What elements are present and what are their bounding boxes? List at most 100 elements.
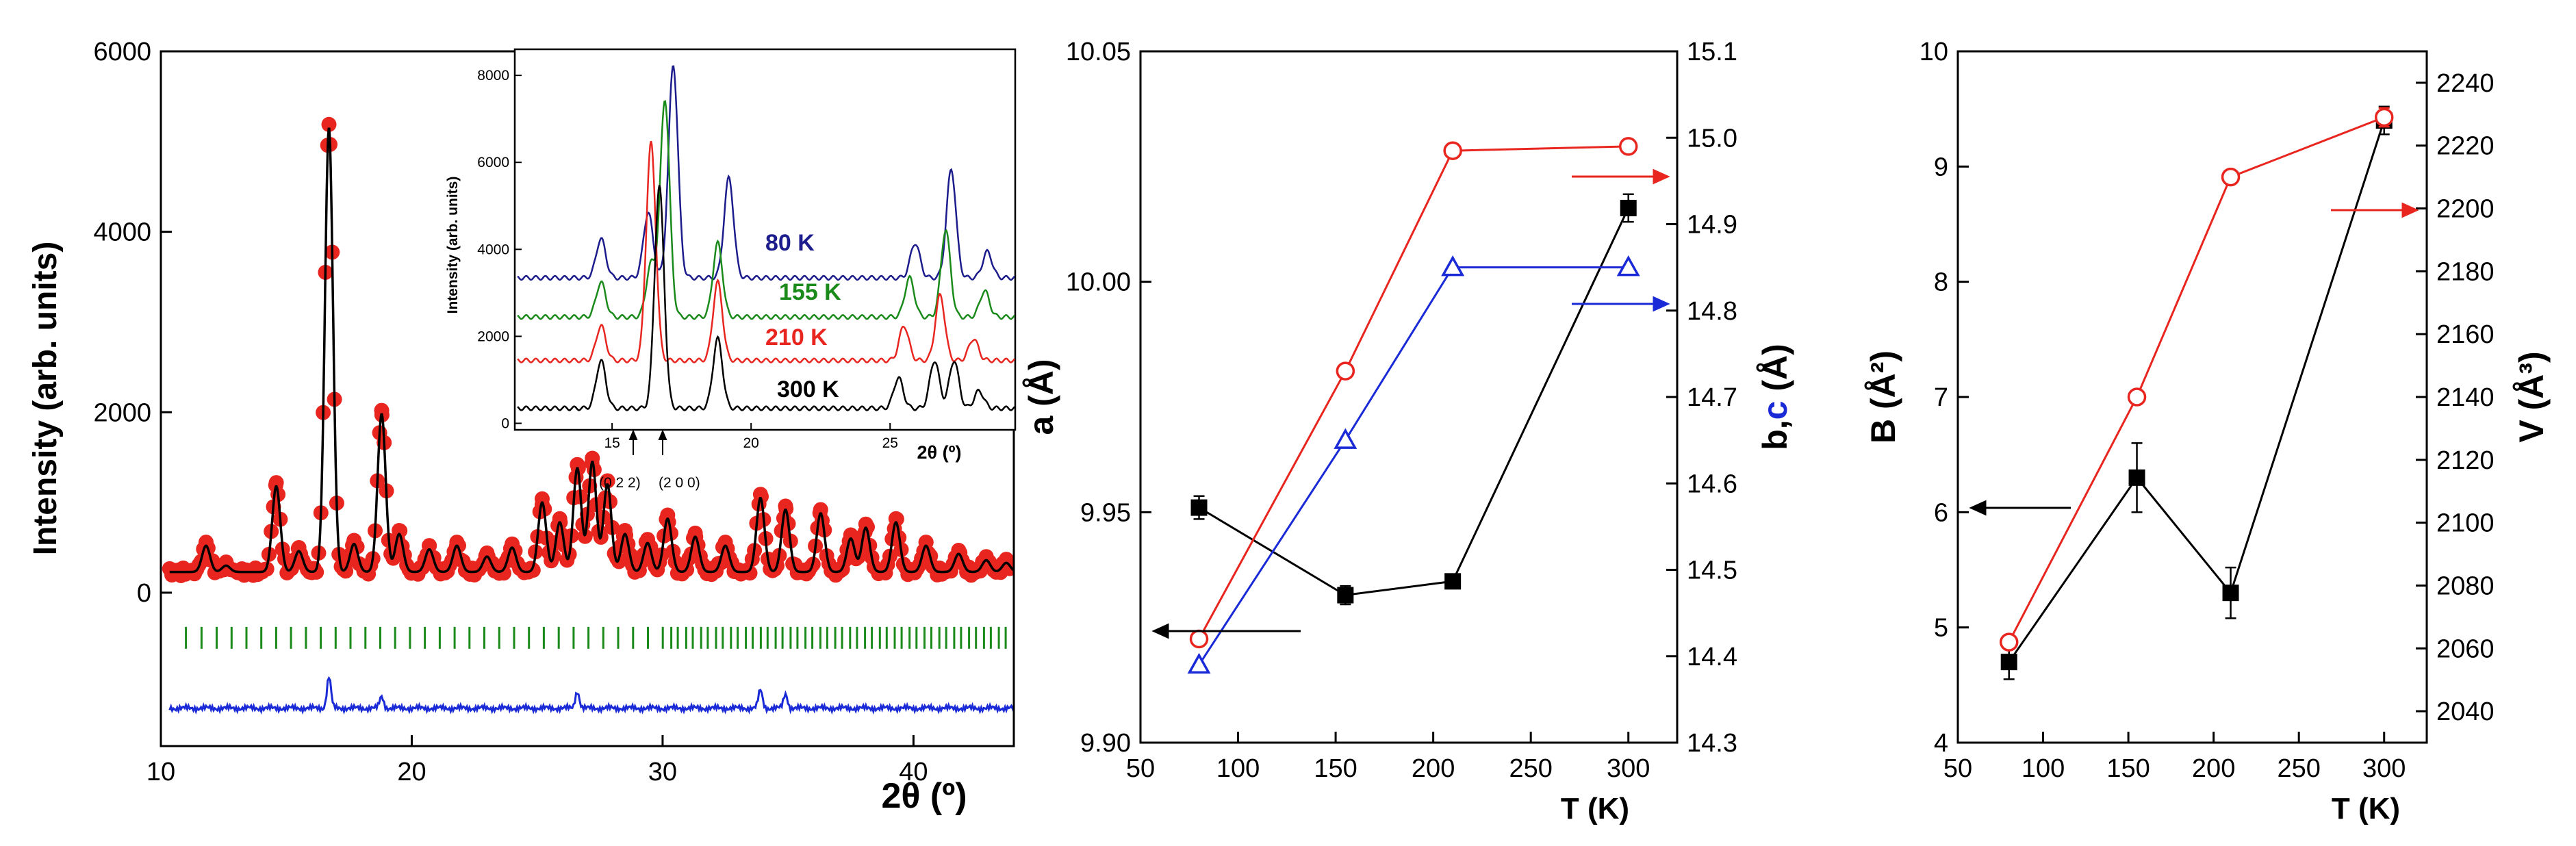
x-tick-label: 200 xyxy=(1412,754,1455,783)
axis-arrow-B xyxy=(1969,500,2071,516)
series-line-V xyxy=(2008,116,2385,643)
observed-peak-point xyxy=(392,523,407,538)
left-tick-label: 7 xyxy=(1934,383,1948,412)
marker-triangle-c xyxy=(1334,428,1357,449)
thermal-left-label: B (Å²) xyxy=(1864,350,1902,444)
marker-square-B xyxy=(2222,585,2239,602)
x-tick-label: 150 xyxy=(2106,754,2150,783)
observed-peak-point xyxy=(291,540,307,555)
right-tick-label: 2220 xyxy=(2436,132,2495,161)
y-tick-label: 2000 xyxy=(93,398,151,427)
marker-square-a xyxy=(1620,199,1637,216)
right-tick-label: 14.6 xyxy=(1687,470,1737,498)
observed-peak-point xyxy=(449,535,465,550)
left-tick-label: 6 xyxy=(1934,498,1948,527)
left-tick-label: 9.95 xyxy=(1080,498,1131,527)
inset-y-label: Intensity (arb. units) xyxy=(445,177,461,314)
observed-peak-point xyxy=(552,511,568,526)
series-line-b xyxy=(1198,145,1629,640)
series-line-a xyxy=(1198,207,1630,597)
observed-peak-point xyxy=(199,535,214,550)
observed-point xyxy=(577,528,593,544)
marker-square-B xyxy=(2128,469,2145,486)
lattice-right-label: b,c (Å) xyxy=(1756,344,1794,450)
bc-comma: , xyxy=(1756,420,1794,429)
annotation-022: (0 2 2) xyxy=(599,475,641,491)
axis-arrow-b xyxy=(1572,168,1670,185)
right-tick-label: 15.1 xyxy=(1687,38,1737,66)
observed-peak-point xyxy=(778,498,793,514)
axis-arrow-a xyxy=(1151,623,1301,639)
inset-pattern-line xyxy=(517,100,1016,320)
observed-peak-point xyxy=(951,543,967,558)
x-tick-label: 10 xyxy=(146,758,175,786)
lattice-frame xyxy=(1139,50,1679,744)
rietveld-y-label: Intensity (arb. units) xyxy=(27,242,64,556)
right-tick-label: 14.8 xyxy=(1687,297,1737,326)
lattice-right-ticks: 14.3 14.4 14.5 14.6 14.7 14.8 14.9 15.0 15.1 xyxy=(1666,38,1737,758)
right-tick-label: 2180 xyxy=(2436,257,2495,286)
y-tick-label: 4000 xyxy=(93,218,151,247)
marker-triangle-c xyxy=(1187,652,1211,674)
marker-circle-V xyxy=(2221,167,2241,187)
observed-peak-point xyxy=(660,507,676,523)
lattice-series xyxy=(1187,137,1640,674)
bragg-reflection-ticks xyxy=(185,626,1007,649)
x-tick-label: 300 xyxy=(1607,754,1650,783)
right-tick-label: 14.4 xyxy=(1687,643,1737,671)
difference-curve xyxy=(168,676,1014,715)
rietveld-plot-area xyxy=(162,116,1014,715)
thermal-frame xyxy=(1956,50,2428,744)
observed-point xyxy=(309,564,324,580)
thermal-left-ticks: 4 5 6 7 8 9 10 xyxy=(1920,38,1969,758)
observed-peak-point xyxy=(687,525,703,541)
inset-y-tick-label: 6000 xyxy=(477,155,509,170)
observed-peak-point xyxy=(505,536,520,552)
inset-x-tick-label: 25 xyxy=(882,435,898,451)
inset-y-tick-label: 8000 xyxy=(477,68,509,84)
thermal-x-ticks: 50 100 150 200 250 300 xyxy=(1943,732,2406,783)
left-tick-label: 10.05 xyxy=(1066,38,1131,66)
marker-square-a xyxy=(1444,573,1462,590)
inset-y-tick-label: 2000 xyxy=(477,329,509,344)
x-tick-label: 20 xyxy=(397,758,426,786)
left-tick-label: 8 xyxy=(1934,268,1948,297)
marker-square-a xyxy=(1190,499,1208,516)
observed-peak-point xyxy=(346,533,362,548)
right-tick-label: 15.0 xyxy=(1687,124,1737,153)
x-tick-label: 100 xyxy=(2022,754,2065,783)
series-label-300k: 300 K xyxy=(777,376,839,402)
marker-triangle-c xyxy=(1616,255,1640,277)
marker-circle-V xyxy=(2374,107,2394,127)
observed-peak-point xyxy=(843,527,858,543)
lattice-left-label: a (Å) xyxy=(1022,359,1060,435)
marker-circle-b xyxy=(1189,629,1209,649)
thermal-x-label: T (K) xyxy=(2332,792,2400,825)
inset-x-tick-label: 15 xyxy=(604,435,620,451)
c-label: c xyxy=(1756,401,1794,420)
marker-square-B xyxy=(2000,654,2017,671)
inset-y-tick-label: 4000 xyxy=(477,242,509,257)
right-tick-label: 2240 xyxy=(2436,69,2495,98)
right-tick-label: 14.3 xyxy=(1687,729,1737,758)
marker-circle-b xyxy=(1443,141,1462,160)
observed-peak-point xyxy=(813,502,828,517)
x-tick-label: 300 xyxy=(2362,754,2406,783)
rietveld-x-label: 2θ (º) xyxy=(881,776,967,816)
observed-peak-point xyxy=(218,554,234,570)
thermal-right-label: V (Å³) xyxy=(2512,351,2551,442)
svg-text:b,c (Å): b,c (Å) xyxy=(1756,344,1794,450)
lattice-x-label: T (K) xyxy=(1561,792,1629,825)
series-line-c xyxy=(1198,266,1629,666)
observed-point xyxy=(525,563,541,578)
left-tick-label: 10 xyxy=(1920,38,1948,66)
observed-peak-point xyxy=(752,487,768,502)
observed-peak-point xyxy=(999,552,1014,567)
observed-peak-point xyxy=(717,535,733,550)
observed-peak-point xyxy=(268,475,284,491)
axis-arrow-V xyxy=(2331,202,2419,218)
right-tick-label: 2140 xyxy=(2436,383,2495,412)
rietveld-panel: 10 20 30 40 0 2000 4000 6000 Intensity (arb. u… xyxy=(27,38,1017,816)
